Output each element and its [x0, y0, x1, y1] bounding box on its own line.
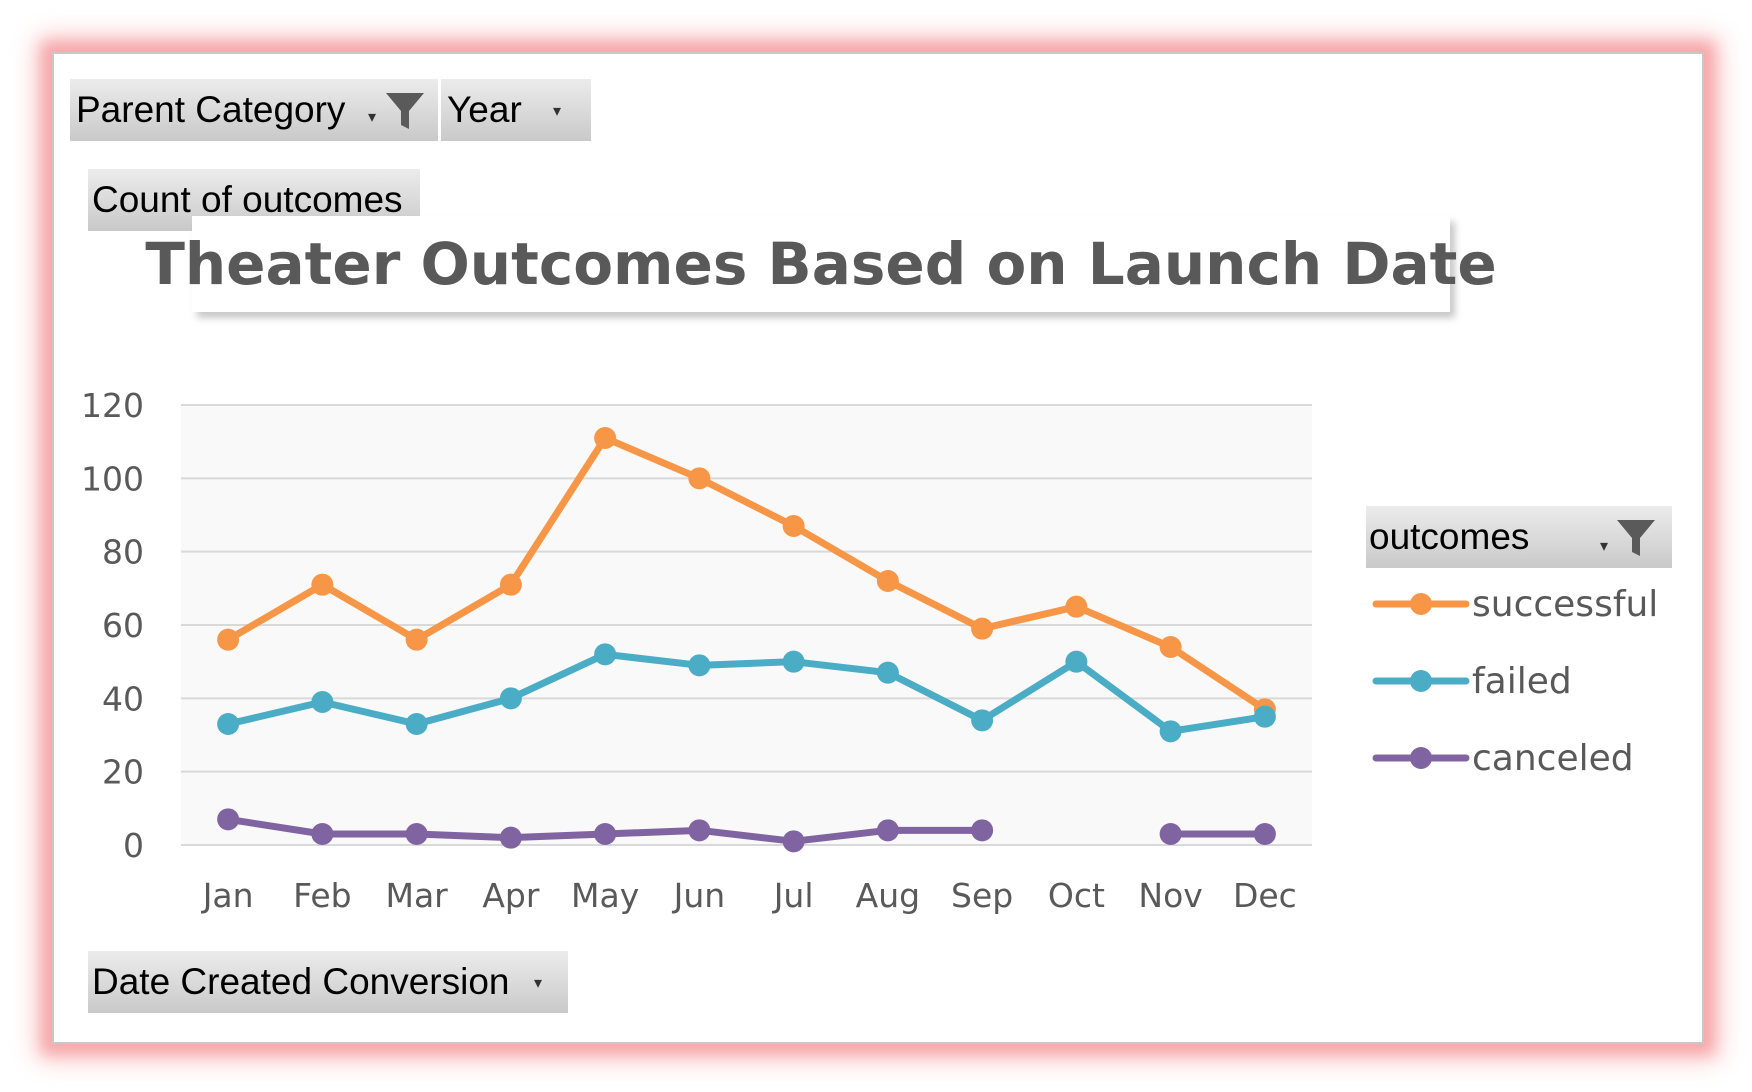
axis-field-label: Date Created Conversion: [92, 961, 510, 1002]
x-tick-label: Sep: [951, 876, 1013, 915]
legend-entry-successful[interactable]: successful: [1372, 584, 1658, 625]
dropdown-arrow-icon[interactable]: ▾: [553, 103, 562, 120]
y-tick-label: 100: [81, 459, 144, 498]
legend-label: canceled: [1472, 738, 1634, 779]
legend-label: failed: [1472, 661, 1572, 702]
parent-category-filter-button[interactable]: Parent Category ▾: [70, 79, 438, 141]
values-field-button[interactable]: Count of outcomes: [88, 169, 420, 231]
series-line-failed: [224, 650, 1269, 735]
y-tick-label: 60: [102, 606, 144, 645]
dropdown-arrow-icon[interactable]: ▾: [1600, 538, 1609, 555]
data-point-failed[interactable]: [876, 661, 899, 684]
data-point-failed[interactable]: [782, 650, 805, 673]
data-point-canceled[interactable]: [217, 808, 240, 831]
data-point-canceled[interactable]: [782, 830, 805, 853]
x-tick-label: Jan: [201, 876, 254, 915]
data-point-canceled[interactable]: [1253, 823, 1276, 845]
data-point-successful[interactable]: [499, 573, 522, 596]
series-canceled: [217, 808, 1276, 853]
data-point-canceled[interactable]: [876, 819, 899, 842]
x-tick-label: Dec: [1233, 876, 1297, 915]
data-point-failed[interactable]: [971, 709, 994, 732]
parent-category-label: Parent Category: [76, 89, 346, 130]
data-point-canceled[interactable]: [499, 826, 522, 849]
series-line-successful: [224, 434, 1269, 713]
data-point-failed[interactable]: [688, 654, 711, 677]
y-tick-label: 0: [123, 826, 144, 865]
series-failed: [217, 643, 1276, 743]
data-point-successful[interactable]: [782, 515, 805, 537]
x-tick-label: Jul: [772, 876, 814, 915]
dropdown-arrow-icon[interactable]: ▾: [368, 109, 377, 126]
x-tick-label: May: [571, 876, 639, 915]
data-point-canceled[interactable]: [405, 823, 428, 845]
x-tick-label: Nov: [1138, 876, 1202, 915]
data-point-successful[interactable]: [876, 570, 899, 592]
data-point-successful[interactable]: [594, 427, 617, 449]
data-point-canceled[interactable]: [594, 823, 617, 845]
data-point-canceled[interactable]: [1159, 823, 1182, 845]
legend-entry-failed[interactable]: failed: [1372, 661, 1572, 702]
year-filter-button[interactable]: Year ▾: [441, 79, 591, 141]
chart-title-text: Theater Outcomes Based on Launch Date: [145, 230, 1497, 298]
data-point-canceled[interactable]: [688, 819, 711, 842]
y-tick-label: 20: [102, 753, 144, 792]
legend-field-button[interactable]: outcomes ▾: [1366, 506, 1672, 568]
chart-title: Theater Outcomes Based on Launch Date: [145, 216, 1497, 312]
legend-field-label: outcomes: [1369, 516, 1530, 557]
axis-field-button[interactable]: Date Created Conversion ▾: [88, 951, 568, 1013]
x-tick-label: Jun: [672, 876, 726, 915]
legend-point-marker: [1410, 670, 1432, 692]
data-point-failed[interactable]: [1065, 650, 1088, 673]
data-point-successful[interactable]: [1065, 595, 1088, 618]
data-point-failed[interactable]: [1159, 720, 1182, 743]
data-point-canceled[interactable]: [971, 819, 994, 842]
x-tick-label: Apr: [482, 876, 540, 915]
data-point-successful[interactable]: [971, 617, 994, 640]
data-point-failed[interactable]: [405, 713, 428, 735]
data-point-failed[interactable]: [594, 643, 617, 666]
data-point-failed[interactable]: [499, 687, 522, 710]
legend-entry-canceled[interactable]: canceled: [1372, 738, 1634, 779]
y-tick-label: 120: [81, 386, 144, 425]
legend-point-marker: [1410, 747, 1432, 769]
x-tick-label: Aug: [856, 876, 920, 915]
y-tick-label: 80: [102, 533, 144, 572]
data-point-successful[interactable]: [311, 573, 334, 596]
dropdown-arrow-icon[interactable]: ▾: [534, 975, 543, 992]
filter-funnel-icon[interactable]: [384, 91, 426, 131]
legend-label: successful: [1472, 584, 1658, 625]
x-tick-label: Mar: [385, 876, 448, 915]
data-point-successful[interactable]: [217, 628, 240, 651]
data-point-failed[interactable]: [311, 691, 334, 713]
data-point-successful[interactable]: [405, 628, 428, 651]
x-tick-label: Oct: [1048, 876, 1105, 915]
y-tick-label: 40: [102, 679, 144, 718]
legend-point-marker: [1410, 593, 1432, 615]
filter-funnel-icon[interactable]: [1615, 518, 1657, 558]
data-point-failed[interactable]: [217, 713, 240, 735]
data-point-failed[interactable]: [1253, 705, 1276, 728]
data-point-successful[interactable]: [688, 467, 711, 490]
data-point-canceled[interactable]: [311, 823, 334, 845]
year-label: Year: [447, 89, 522, 130]
values-field-label: Count of outcomes: [92, 179, 403, 220]
data-point-successful[interactable]: [1159, 636, 1182, 658]
x-tick-label: Feb: [293, 876, 351, 915]
